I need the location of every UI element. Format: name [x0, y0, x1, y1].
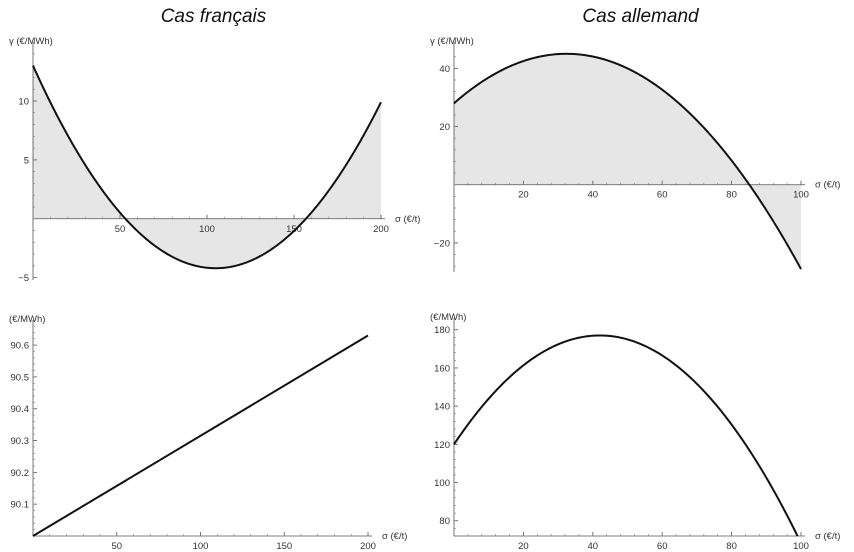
- x-tick-label: 50: [111, 541, 122, 552]
- y-tick-label: 120: [434, 440, 450, 451]
- x-axis-label: σ (€/t): [395, 214, 420, 225]
- area-fill: [454, 53, 801, 270]
- series-line: [453, 52, 802, 270]
- x-tick-label: 200: [373, 224, 389, 235]
- y-tick-label: 160: [434, 363, 450, 374]
- y-tick-label: 90.3: [11, 436, 30, 447]
- x-tick-label: 20: [518, 190, 529, 201]
- title-french-case: Cas français: [160, 6, 267, 27]
- y-tick-label: 5: [24, 155, 29, 166]
- y-tick-label: −5: [18, 273, 29, 284]
- y-tick-label: 100: [434, 478, 450, 489]
- y-tick-label: 90.1: [11, 500, 30, 511]
- x-tick-label: 100: [199, 224, 215, 235]
- x-tick-label: 20: [518, 541, 529, 552]
- y-axis-label: γ (€/MWh): [9, 36, 53, 47]
- y-axis-label: (€/MWh): [9, 314, 45, 325]
- y-tick-label: 90.5: [11, 372, 30, 383]
- x-tick-label: 40: [588, 541, 599, 552]
- x-tick-label: 80: [726, 541, 737, 552]
- x-tick-label: 100: [793, 190, 809, 201]
- x-axis-label: σ (€/t): [815, 180, 840, 191]
- x-tick-label: 150: [286, 224, 302, 235]
- title-german-case: Cas allemand: [582, 6, 699, 27]
- chart-german-gamma: 20 40 60 80 100 −20 20 40 γ (€/MWh) σ (€/t): [430, 36, 840, 272]
- y-tick-label: 10: [18, 96, 29, 107]
- y-tick-label: 180: [434, 325, 450, 336]
- y-tick-label: −20: [434, 238, 450, 249]
- x-tick-label: 60: [657, 541, 668, 552]
- series-line: [32, 65, 382, 270]
- x-tick-label: 100: [793, 541, 809, 552]
- y-tick-label: 90.4: [11, 404, 30, 415]
- x-tick-label: 200: [360, 541, 376, 552]
- series-line: [453, 334, 799, 537]
- x-tick-label: 60: [657, 190, 668, 201]
- y-tick-label: 140: [434, 402, 450, 413]
- x-tick-label: 150: [276, 541, 292, 552]
- y-tick-label: 40: [439, 64, 450, 75]
- y-tick-label: 90.6: [11, 341, 30, 352]
- x-tick-label: 50: [115, 224, 126, 235]
- area-fill: [33, 65, 381, 269]
- x-axis-label: σ (€/t): [815, 531, 840, 542]
- y-tick-label: 80: [439, 516, 450, 527]
- chart-french-gamma: 50 100 150 200 −5 5 10 γ (€/MWh) σ (€/t): [9, 36, 420, 284]
- y-axis-label: γ (€/MWh): [430, 36, 474, 47]
- y-axis-label: (€/MWh): [430, 312, 466, 323]
- chart-german-price: 20 40 60 80 100 80 100 120 140 160 180 (€/MWh) σ (€/…: [430, 312, 840, 552]
- y-tick-label: 20: [439, 122, 450, 133]
- x-tick-label: 80: [726, 190, 737, 201]
- x-axis-label: σ (€/t): [382, 531, 407, 542]
- chart-french-price: 50 100 150 200 90.1 90.2 90.3 90.4 90.5 90.6 (€/MW…: [9, 314, 407, 552]
- x-tick-label: 40: [588, 190, 599, 201]
- series-line: [32, 334, 369, 537]
- x-tick-label: 100: [193, 541, 209, 552]
- y-tick-label: 90.2: [11, 468, 30, 479]
